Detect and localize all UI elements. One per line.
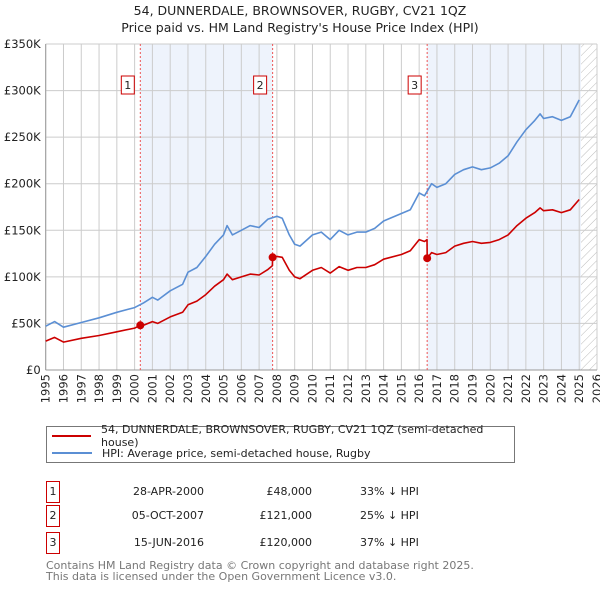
x-tick-label: 2014 [377,374,391,403]
x-tick-label: 1996 [56,374,70,403]
sale-hpi-diff: 33% ↓ HPI [360,485,419,498]
x-tick-label: 2026 [590,374,600,403]
legend-label-hpi: HPI: Average price, semi-detached house,… [102,446,371,460]
sale-point-3 [423,254,432,263]
x-tick-label: 2018 [448,374,462,403]
y-tick-label: £200K [4,177,41,191]
y-tick-label: £100K [4,270,41,284]
sale-label-box-3 [407,75,422,95]
y-tick-label: £350K [4,37,41,51]
x-tick-label: 2007 [252,374,266,403]
x-tick-label: 2000 [128,374,142,403]
shade-period-1 [140,44,273,370]
legend: 54, DUNNERDALE, BROWNSOVER, RUGBY, CV21 … [46,423,515,463]
y-tick-label: £300K [4,84,41,98]
x-tick-label: 2025 [572,374,586,403]
x-tick-label: 2016 [412,374,426,403]
y-tick-label: £150K [4,223,41,237]
x-tick-label: 1999 [110,374,124,403]
sale-point-1 [136,321,145,330]
footer-licence: This data is licensed under the Open Gov… [46,570,397,583]
y-tick-label: £250K [4,130,41,144]
chart-subtitle: Price paid vs. HM Land Registry's House … [121,20,479,35]
x-tick-label: 2006 [234,374,248,403]
sale-marker-badge: 3 [46,532,60,554]
sale-point-2 [268,253,277,262]
sale-row-2: 2 05-OCT-2007 £121,000 25% ↓ HPI [46,505,446,527]
x-tick-label: 2010 [305,374,319,403]
legend-item-property: 54, DUNNERDALE, BROWNSOVER, RUGBY, CV21 … [52,423,514,449]
legend-item-hpi: HPI: Average price, semi-detached house,… [52,445,370,461]
legend-swatch-hpi [52,452,92,454]
sale-row-3: 3 15-JUN-2016 £120,000 37% ↓ HPI [46,532,446,554]
footer-copyright: Contains HM Land Registry data © Crown c… [46,559,474,572]
legend-swatch-property [52,435,92,437]
x-tick-label: 2022 [519,374,533,403]
x-tick-label: 2011 [323,374,337,403]
x-tick-label: 1997 [74,374,88,403]
price-chart: 1995 1996 1997 1998 1999 2000 2001 2002 2003 2004… [4,37,600,403]
sale-label-3: 3 [411,79,418,92]
forecast-hatch [580,44,597,370]
x-tick-label: 2012 [341,374,355,403]
sale-label-2: 2 [257,79,264,92]
legend-label-property: 54, DUNNERDALE, BROWNSOVER, RUGBY, CV21 … [101,423,484,449]
sale-marker-badge: 2 [46,505,60,527]
hpi-line [45,99,580,328]
x-tick-label: 2024 [554,374,568,403]
x-tick-label: 2009 [288,374,302,403]
sale-row-1: 1 28-APR-2000 £48,000 33% ↓ HPI [46,481,446,503]
x-tick-label: 2002 [163,374,177,403]
y-tick-label: £0 [26,363,41,377]
x-tick-label: 1998 [92,374,106,403]
x-tick-label: 2008 [270,374,284,403]
sale-date: 05-OCT-2007 [131,509,204,522]
sale-date: 15-JUN-2016 [133,536,204,549]
x-tick-label: 2005 [217,374,231,403]
x-tick-label: 2015 [394,374,408,403]
sale-price: £120,000 [259,536,313,549]
sale-label-box-1 [120,75,135,95]
sale-hpi-diff: 37% ↓ HPI [360,536,419,549]
x-tick-label: 2019 [466,374,480,403]
shade-period-3 [427,44,581,370]
sale-date: 28-APR-2000 [132,485,204,498]
x-tick-label: 1995 [39,374,53,403]
x-tick-label: 2003 [181,374,195,403]
sale-price: £48,000 [266,485,313,498]
x-tick-label: 2004 [199,374,213,403]
property-price-line [45,198,580,343]
chart-title: 54, DUNNERDALE, BROWNSOVER, RUGBY, CV21 … [133,3,467,18]
sale-label-1: 1 [124,79,131,92]
sale-marker-badge: 1 [46,481,60,503]
x-tick-label: 2017 [430,374,444,403]
x-tick-label: 2001 [145,374,159,403]
x-tick-label: 2021 [501,374,515,403]
sale-price: £121,000 [259,509,313,522]
sale-hpi-diff: 25% ↓ HPI [360,509,419,522]
x-tick-label: 2020 [483,374,497,403]
sale-label-box-2 [253,75,268,95]
y-tick-label: £50K [11,316,41,330]
x-tick-label: 2013 [359,374,373,403]
x-tick-label: 2023 [537,374,551,403]
